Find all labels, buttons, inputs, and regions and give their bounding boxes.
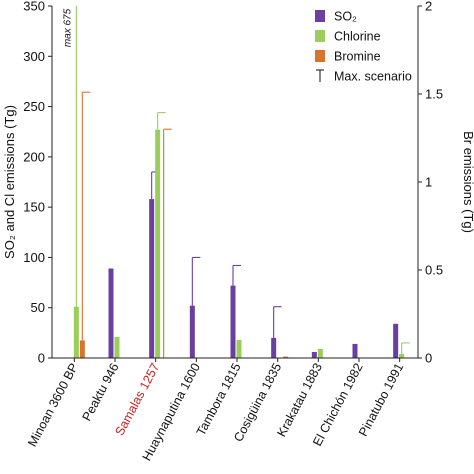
left-tick-label: 200 [23, 149, 45, 164]
right-tick-label: 1 [425, 175, 432, 190]
left-tick-label: 300 [23, 49, 45, 64]
left-tick-label: 100 [23, 250, 45, 265]
bar-bromine-0 [79, 340, 85, 358]
legend-swatch-bromine [315, 50, 325, 62]
right-tick-label: 1.5 [425, 87, 443, 102]
y-axis-title-left: SO₂ and Cl emissions (Tg) [2, 105, 17, 259]
legend-swatch-chlorine [315, 30, 325, 42]
category-label: Pinatubo 1991 [356, 361, 406, 439]
left-tick-label: 50 [31, 300, 45, 315]
y-axis-title-right: Br emissions (Tg) [461, 131, 474, 233]
bar-so-2 [149, 199, 155, 358]
bar-so-1 [108, 268, 114, 358]
bar-chlorine-1 [114, 336, 120, 358]
category-label: Minoan 3600 BP [25, 361, 81, 449]
left-tick-label: 150 [23, 200, 45, 215]
bar-so-5 [271, 337, 277, 358]
bar-so-7 [352, 343, 358, 358]
axes [48, 5, 422, 362]
bar-chlorine-4 [236, 339, 242, 358]
legend-label-max: Max. scenario [334, 70, 412, 84]
bar-chlorine-8 [399, 353, 405, 358]
right-tick-label: 0 [425, 351, 432, 366]
bar-chlorine-6 [317, 348, 323, 358]
left-tick-label: 350 [23, 0, 45, 14]
legend-swatch-so [315, 10, 325, 22]
bar-chlorine-0 [73, 306, 79, 358]
annotation-max: max 675 [62, 8, 73, 47]
legend: SO₂ Chlorine Bromine Max. scenario [315, 10, 412, 84]
right-tick-label: 0.5 [425, 263, 443, 278]
left-tick-label: 250 [23, 99, 45, 114]
legend-label: Bromine [334, 50, 381, 64]
bar-chlorine-2 [155, 129, 161, 358]
bar-so-6 [311, 351, 317, 358]
bar-so-4 [230, 285, 236, 358]
left-tick-label: 0 [38, 351, 45, 366]
right-tick-label: 2 [425, 0, 432, 14]
legend-label: SO₂ [334, 10, 357, 24]
legend-label: Chlorine [334, 30, 381, 44]
bar-so-3 [189, 305, 195, 358]
bar-bromine-5 [283, 356, 289, 358]
category-label: Peaktu 946 [80, 361, 122, 423]
bars [73, 6, 410, 358]
bar-so-8 [393, 323, 399, 358]
